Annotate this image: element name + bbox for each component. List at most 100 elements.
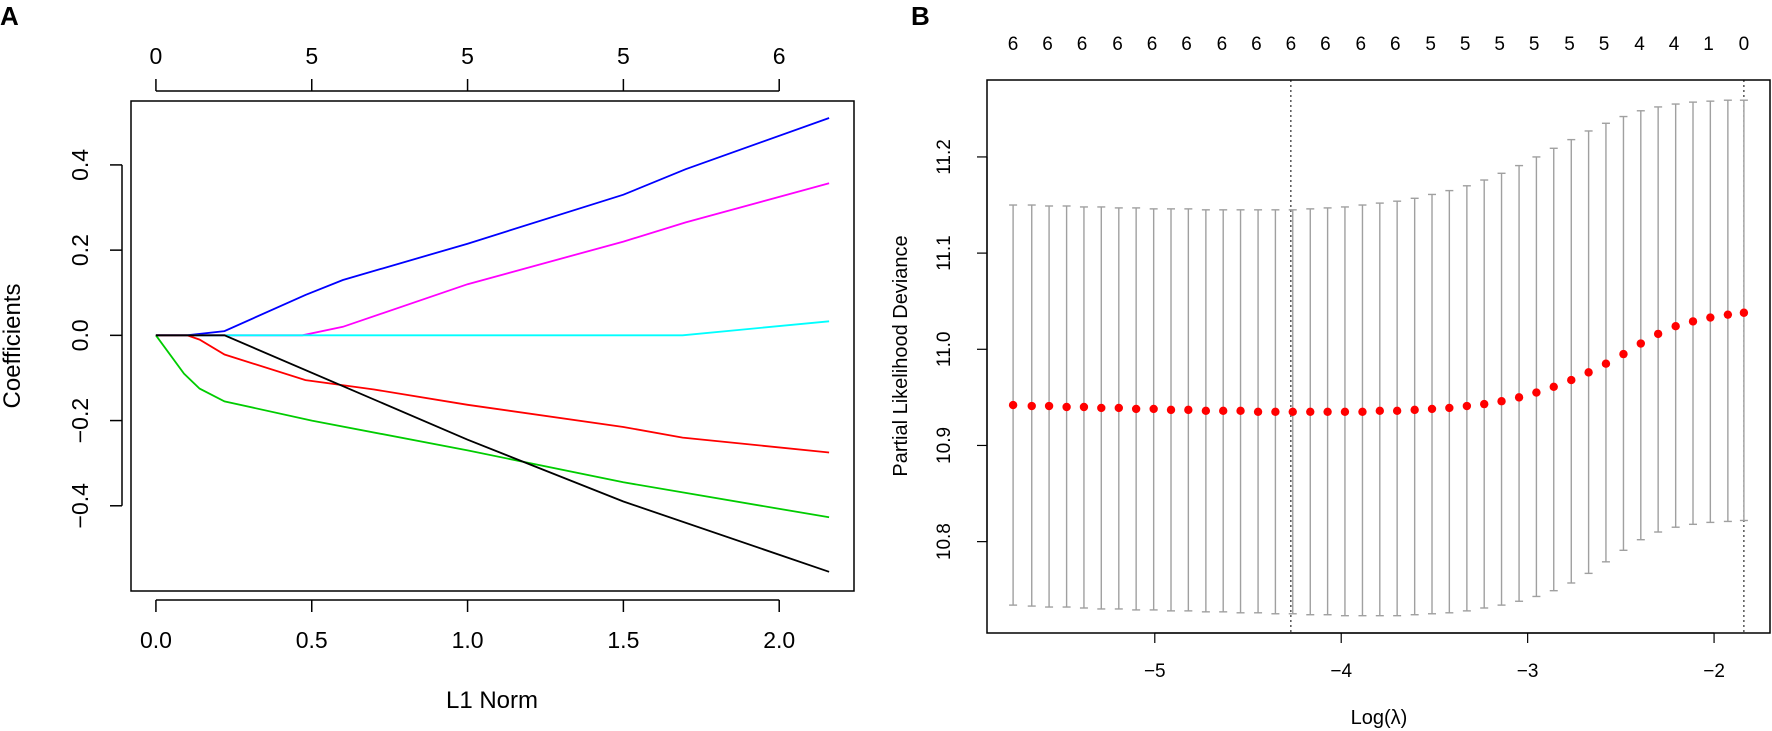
b-deviance-point [1008,400,1018,410]
b-deviance-point [1410,405,1419,415]
b-deviance-point [1358,407,1367,416]
b-deviance-point [1706,313,1715,322]
panel-b-x-axis: −5 −4 −3 −2 [1144,632,1725,682]
a-series-line-magenta [155,182,830,337]
panel-a-label: A [0,1,19,31]
b-y-tick-label: 11.0 [934,331,955,367]
b-deviance-point [1131,404,1141,414]
a-y-tick-label: −0.4 [67,483,93,529]
a-y-tick-label: 0.2 [67,234,93,266]
b-top-label: 6 [1008,34,1019,55]
panel-a-x-axis: 0.0 0.5 1.0 1.5 2.0 [140,599,795,653]
b-x-tick-label: −5 [1144,661,1166,682]
a-top-tick-label: 5 [461,43,474,69]
b-deviance-point [1219,406,1228,416]
b-x-tick-label: −2 [1703,661,1725,682]
b-deviance-point [1201,406,1211,416]
b-deviance-point [1427,404,1437,414]
b-top-label: 5 [1425,34,1436,55]
b-top-label: 5 [1564,34,1575,55]
b-deviance-point [1514,393,1524,402]
a-series-line-black [155,334,830,573]
b-deviance-point [1271,407,1280,416]
panel-b-top-labels: 6 6 6 6 6 6 6 6 6 6 6 6 5 5 5 5 5 5 4 4 1 0 [1008,34,1749,55]
b-top-label: 5 [1529,34,1540,55]
b-top-label: 5 [1599,34,1610,55]
b-deviance-point [1688,317,1698,326]
b-top-label: 6 [1390,34,1401,55]
b-top-label: 5 [1460,34,1471,55]
b-deviance-point [1114,403,1124,413]
b-x-tick-label: −3 [1517,661,1539,682]
panel-a-y-axis: −0.4 −0.2 0.0 0.2 0.4 [67,149,123,529]
b-y-tick-label: 10.8 [934,523,955,560]
b-deviance-point [1062,402,1071,412]
b-deviance-point [1532,388,1541,397]
b-top-label: 6 [1077,34,1088,55]
a-x-tick-label: 0.0 [140,627,172,653]
a-series-line-blue [155,117,830,337]
a-x-tick-label: 2.0 [763,627,795,653]
panel-b-y-axis-title: Partial Likelihood Deviance [890,235,912,476]
panel-b-deviance-points [1008,308,1749,416]
panel-a-y-axis-title: Coefficients [0,284,26,409]
b-deviance-point [1619,349,1628,359]
b-deviance-point [1236,406,1245,416]
b-top-label: 1 [1703,34,1714,55]
b-deviance-point [1149,404,1158,414]
b-x-tick-label: −4 [1330,661,1352,682]
b-deviance-point [1323,407,1332,416]
b-top-label: 6 [1320,34,1331,55]
panel-a-x-axis-title: L1 Norm [446,687,538,714]
b-deviance-point [1027,401,1036,411]
b-top-label: 4 [1634,34,1645,55]
a-series-line-green [155,334,830,519]
panel-b-error-bars [1009,99,1748,617]
panel-b-label: B [911,1,930,31]
a-top-tick-label: 5 [305,43,318,69]
b-deviance-point [1306,407,1315,416]
b-deviance-point [1375,406,1385,416]
b-deviance-point [1392,406,1402,416]
b-top-label: 6 [1286,34,1297,55]
a-series-line-red [155,334,830,454]
a-y-tick-label: 0.0 [67,319,93,351]
b-top-label: 0 [1739,34,1750,55]
panel-b-y-axis: 10.8 10.9 11.0 11.1 11.2 [934,139,988,560]
b-deviance-point [1044,401,1054,411]
b-deviance-point [1549,382,1558,391]
a-x-tick-label: 0.5 [296,627,328,653]
b-deviance-point [1567,375,1576,385]
b-deviance-point [1723,310,1733,319]
b-y-tick-label: 10.9 [934,427,955,464]
b-deviance-point [1166,405,1176,415]
a-top-tick-label: 6 [773,43,786,69]
b-top-label: 6 [1356,34,1367,55]
panel-a-top-axis: 0 5 5 5 6 [150,43,786,92]
b-top-label: 4 [1669,34,1680,55]
b-y-tick-label: 11.1 [934,235,955,271]
b-deviance-point [1480,399,1489,409]
b-top-label: 6 [1181,34,1192,55]
b-deviance-point [1653,329,1663,339]
b-y-tick-label: 11.2 [934,139,955,175]
panel-b-plot-frame [986,79,1771,634]
b-deviance-point [1079,402,1089,412]
b-top-label: 6 [1112,34,1123,55]
b-deviance-point [1184,405,1193,415]
b-deviance-point [1497,397,1506,406]
b-top-label: 5 [1494,34,1505,55]
panel-b-x-axis-title: Log(λ) [1351,707,1408,729]
a-x-tick-label: 1.5 [607,627,639,653]
b-deviance-point [1671,322,1680,331]
b-deviance-point [1288,407,1297,416]
b-top-label: 6 [1042,34,1053,55]
b-top-label: 6 [1217,34,1228,55]
a-series-line-cyan [155,320,830,337]
b-deviance-point [1636,339,1646,348]
b-deviance-point [1584,368,1593,377]
a-y-tick-label: −0.2 [67,398,93,443]
b-deviance-point [1253,407,1263,416]
b-top-label: 6 [1251,34,1262,55]
